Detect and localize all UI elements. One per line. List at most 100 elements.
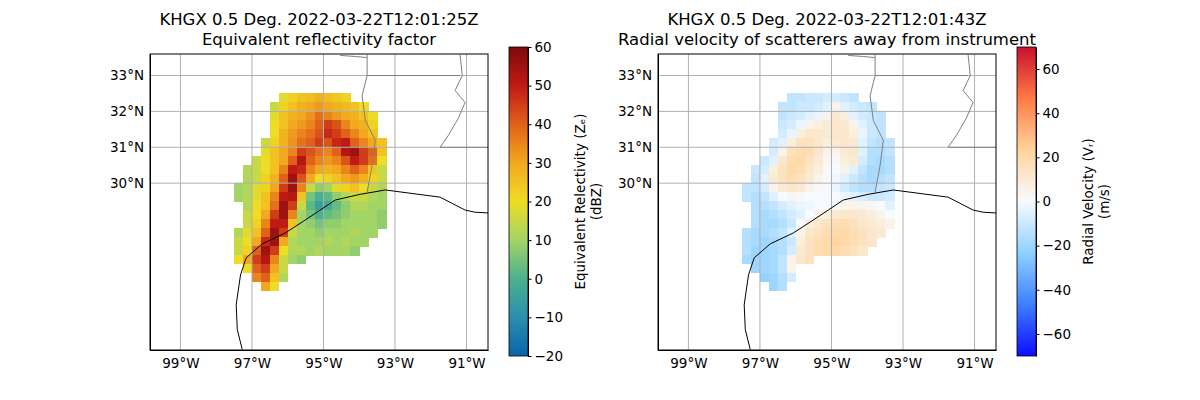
radar-cell [840,237,850,247]
radar-cell [297,129,307,139]
y-axis-line [658,55,659,351]
radar-cell [823,111,833,121]
radar-cell [306,228,316,238]
radar-cell [368,129,378,139]
radar-cell [288,93,298,103]
colorbar-label: (m/s) [1096,184,1112,219]
radar-cell [885,210,895,220]
radar-cell [306,174,316,184]
radar-cell [831,174,841,184]
radar-cell [270,174,280,184]
x-tick-label: 91°W [956,355,993,371]
radar-cell [243,237,253,247]
radar-cell [831,237,841,247]
radar-cell [350,228,360,238]
title: Equivalent reflectivity factor [202,30,436,49]
radar-cell [270,282,280,292]
state-border [440,55,488,148]
radar-cell [341,156,351,166]
radar-cell [840,129,850,139]
colorbar-tick-label: 0 [535,271,544,287]
radar-cell [270,273,280,283]
radar-cell [769,210,779,220]
colorbar [509,47,528,356]
radar-cell [796,201,806,211]
radar-cell [368,192,378,202]
state-border [875,75,968,76]
radar-cell [350,246,360,256]
radar-cell [769,255,779,265]
radar-cell [297,138,307,148]
grid-line-y [150,75,488,76]
radar-cell [243,174,253,184]
radar-cell [359,147,369,157]
radar-cell [368,201,378,211]
radar-cell [867,237,877,247]
radar-cell [368,210,378,220]
radar-cell [270,120,280,130]
y-tick: 33°N [110,67,150,83]
radar-cell [867,201,877,211]
radar-cell [279,192,289,202]
radar-cell [805,210,815,220]
radar-cell [279,93,289,103]
radar-cell [323,102,333,112]
radar-cell [796,192,806,202]
radar-cell [261,147,271,157]
radar-cell [297,237,307,247]
radar-cell [796,129,806,139]
y-axis-line [150,55,151,351]
radar-cell [814,183,824,193]
radar-cell [823,93,833,103]
radar-cell [778,120,788,130]
radar-cell [359,138,369,148]
radar-cell [288,210,298,220]
radar-cell [858,228,868,238]
coastline [236,190,488,350]
colorbar-tick-mark [528,356,532,357]
radar-cell [769,192,779,202]
radar-cell [315,156,325,166]
radar-cell [332,174,342,184]
y-tick-label: 33°N [618,67,652,83]
radar-cell [323,156,333,166]
radar-cell [805,165,815,175]
colorbar-tick-label: 40 [535,116,552,132]
radar-cell [885,147,895,157]
radar-cell [840,156,850,166]
radar-cell [787,219,797,229]
radar-cell [849,228,859,238]
x-tick: 93°W [377,350,414,371]
radar-cell [751,219,761,229]
radar-cell [243,228,253,238]
radar-cell [332,120,342,130]
radar-cell [778,273,788,283]
radar-cell [805,138,815,148]
radar-cell [805,147,815,157]
radar-cell [261,210,271,220]
radar-cell [332,147,342,157]
radar-cell [867,174,877,184]
x-tick-label: 93°W [377,355,414,371]
radar-cell [306,147,316,157]
radar-cell [823,102,833,112]
x-tick: 97°W [234,350,271,371]
radar-cell [341,120,351,130]
radar-cell [288,201,298,211]
grid-line-x [251,54,252,350]
radar-cell [760,192,770,202]
radar-cell [297,228,307,238]
colorbar-tick-label: 60 [535,39,552,55]
radar-cell [760,201,770,211]
radar-cell [350,147,360,157]
radar-cell [787,165,797,175]
radar-cell [814,201,824,211]
radar-cell [876,192,886,202]
radar-cell [831,147,841,157]
radar-cell [805,93,815,103]
radar-cell [778,210,788,220]
radar-cell [243,165,253,175]
radar-cell [315,147,325,157]
radar-cell [796,93,806,103]
radar-cell [769,156,779,166]
